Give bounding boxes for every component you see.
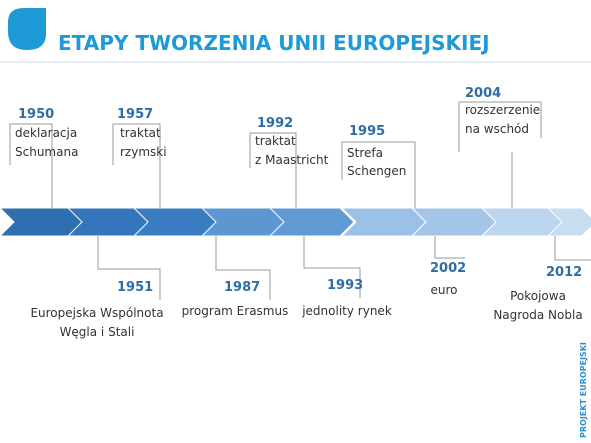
event-year: 2012: [546, 265, 582, 280]
event-year: 1987: [224, 280, 260, 295]
events: 1950 deklaracja Schumana 1951 Europejska Wsp…: [9, 86, 591, 339]
event-label: Schengen: [347, 164, 406, 178]
connector: [458, 101, 542, 208]
event-year: 1992: [257, 116, 293, 131]
connector: [249, 132, 297, 208]
event-year: 2002: [430, 261, 466, 276]
event-label: Strefa: [347, 146, 383, 160]
chevron: [0, 207, 85, 237]
chevron: [546, 207, 591, 237]
event-label: deklaracja: [15, 126, 77, 140]
event-label: traktat: [255, 134, 296, 148]
event-label: program Erasmus: [182, 304, 289, 318]
event-label: na wschód: [465, 122, 529, 136]
event-label: Pokojowa: [510, 289, 566, 303]
connector: [9, 123, 53, 208]
connector: [97, 236, 161, 300]
connector: [434, 236, 465, 259]
connector: [554, 236, 591, 261]
connector: [341, 141, 416, 208]
event-label: traktat: [120, 126, 161, 140]
event-label: z Maastricht: [255, 153, 329, 167]
event-label: jednolity rynek: [301, 304, 392, 318]
title: ETAPY TWORZENIA UNII EUROPEJSKIEJ: [58, 31, 490, 55]
event-year: 1995: [349, 124, 385, 139]
event-year: 2004: [465, 86, 501, 101]
arrow-band: [0, 207, 591, 237]
connector: [112, 123, 161, 208]
event-label: rzymski: [120, 145, 167, 159]
event-label: euro: [431, 283, 458, 297]
event-label: rozszerzenie: [465, 103, 540, 117]
chevron: [268, 207, 355, 237]
event-year: 1950: [18, 107, 54, 122]
logo: [8, 8, 46, 50]
event-label: Europejska Wspólnota: [30, 306, 163, 320]
event-year: 1993: [327, 278, 363, 293]
side-note: PROJEKT EUROPEJSKI: [579, 342, 588, 438]
event-year: 1951: [117, 280, 153, 295]
event-label: Schumana: [15, 145, 78, 159]
event-label: Nagroda Nobla: [493, 308, 582, 322]
connector: [303, 236, 361, 298]
event-label: Węgla i Stali: [60, 325, 135, 339]
connector: [215, 236, 271, 300]
event-year: 1957: [117, 107, 153, 122]
